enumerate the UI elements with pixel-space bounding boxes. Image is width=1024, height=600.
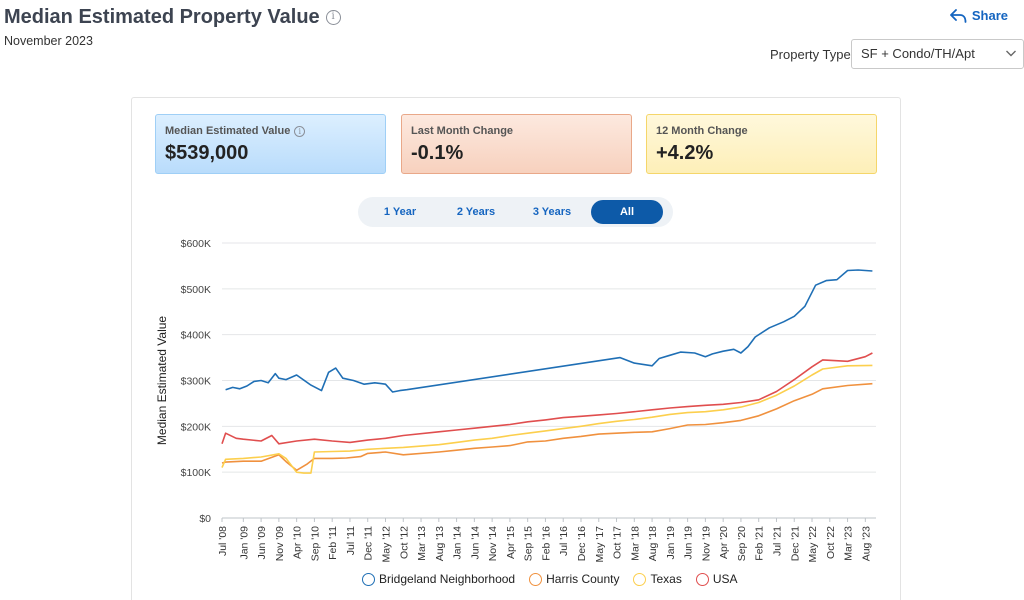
legend-marker [362, 572, 375, 586]
range-1-year-button[interactable]: 1 Year [383, 206, 417, 218]
x-tick-label: Jun '14 [469, 526, 481, 560]
x-tick-label: Jul '08 [217, 526, 229, 556]
x-tick-label: Mar '18 [629, 526, 641, 561]
chart-card: Median Estimated Value i $539,000 Last M… [131, 97, 901, 600]
info-icon[interactable]: i [294, 125, 306, 137]
series-line-bridgeland-neighborhood [225, 269, 873, 393]
x-tick-label: Sep '15 [523, 526, 535, 561]
x-tick-label: Apr '10 [292, 526, 304, 559]
stat-median-value: Median Estimated Value i $539,000 [155, 114, 386, 174]
x-tick-label: Apr '15 [505, 526, 517, 559]
x-tick-label: Jan '19 [665, 526, 677, 560]
x-tick-label: Aug '18 [647, 526, 659, 561]
stat-last-month-change: Last Month Change -0.1% [401, 114, 632, 174]
y-tick-label: $0 [199, 513, 211, 525]
x-tick-label: Oct '12 [398, 526, 410, 559]
legend-marker [695, 572, 709, 586]
stat-label: 12 Month Change [656, 125, 748, 137]
x-tick-label: Dec '16 [576, 526, 588, 561]
legend-item[interactable]: USA [695, 572, 738, 586]
chevron-down-icon [1006, 50, 1016, 57]
legend-item[interactable]: Harris County [529, 572, 619, 586]
x-tick-label: Feb '21 [754, 526, 766, 561]
y-tick-label: $300K [181, 376, 211, 388]
x-tick-label: Dec '21 [789, 526, 801, 561]
x-tick-label: Sep '20 [736, 526, 748, 561]
x-tick-label: Aug '23 [860, 526, 872, 561]
x-tick-label: Jul '16 [558, 526, 570, 556]
x-tick-label: Jul '21 [771, 526, 783, 556]
share-label: Share [971, 8, 1008, 23]
stat-value: $539,000 [165, 142, 249, 164]
x-tick-label: Oct '17 [612, 526, 624, 559]
x-tick-label: May '12 [381, 526, 393, 563]
x-tick-label: Jul '11 [345, 526, 357, 555]
x-tick-label: Aug '13 [434, 526, 446, 561]
range-3-years-button[interactable]: 3 Years [532, 206, 572, 218]
property-type-label: Property Type [770, 47, 851, 62]
stat-12-month-change: 12 Month Change +4.2% [646, 114, 877, 174]
series-line-harris-county [221, 382, 873, 472]
property-type-select[interactable]: SF + Condo/TH/Apt [851, 39, 1024, 69]
x-tick-label: May '22 [807, 526, 819, 563]
stat-label: Last Month Change [411, 125, 514, 137]
x-tick-label: Dec '11 [363, 526, 375, 561]
page-title: Median Estimated Property Value i [4, 6, 341, 29]
legend-label: USA [712, 572, 738, 586]
line-chart: $0 $100K $200K $300K $400K $500K $600K Median E… [155, 238, 876, 563]
range-all-button[interactable]: All [591, 200, 663, 224]
y-tick-label: $100K [181, 467, 211, 479]
legend-item[interactable]: Bridgeland Neighborhood [362, 572, 515, 586]
x-tick-label: Mar '13 [416, 526, 428, 561]
stat-label-text: Median Estimated Value [165, 125, 291, 137]
stat-label: Median Estimated Value i [165, 125, 385, 137]
y-axis-label: Median Estimated Value [155, 316, 169, 446]
x-tick-label: Feb '11 [327, 526, 339, 560]
property-type-value: SF + Condo/TH/Apt [861, 46, 975, 61]
page-title-text: Median Estimated Property Value [4, 6, 320, 28]
page-subtitle: November 2023 [4, 34, 93, 48]
x-tick-label: Oct '22 [825, 526, 837, 559]
x-tick-label: Nov '19 [700, 526, 712, 561]
x-tick-label: Jan '09 [238, 526, 250, 560]
y-tick-label: $500K [181, 284, 211, 296]
legend-label: Texas [650, 572, 682, 586]
share-button[interactable]: Share [949, 8, 1008, 23]
legend-item[interactable]: Texas [633, 572, 682, 586]
x-tick-label: Jan '14 [452, 526, 464, 560]
stat-value: -0.1% [411, 142, 464, 164]
series-line-usa [221, 352, 873, 445]
stat-value: +4.2% [656, 142, 714, 164]
x-tick-label: Jun '19 [683, 526, 695, 560]
x-tick-label: Nov '14 [487, 526, 499, 561]
legend-marker [529, 572, 543, 586]
legend-label: Bridgeland Neighborhood [379, 572, 516, 586]
info-icon[interactable]: i [325, 10, 341, 25]
share-icon [949, 8, 967, 23]
legend-label: Harris County [546, 572, 620, 586]
x-tick-label: Apr '20 [718, 526, 730, 559]
range-2-years-button[interactable]: 2 Years [456, 206, 496, 218]
x-tick-label: Feb '16 [540, 526, 552, 561]
x-tick-label: Nov '09 [274, 526, 286, 561]
x-tick-label: May '17 [594, 526, 606, 563]
x-tick-label: Sep '10 [309, 526, 321, 561]
chart-legend: Bridgeland Neighborhood Harris County Texa… [362, 572, 738, 586]
series-line-texas [221, 364, 873, 474]
y-tick-label: $200K [181, 421, 211, 433]
x-tick-label: Mar '23 [843, 526, 855, 561]
legend-marker [633, 572, 647, 586]
y-tick-label: $400K [181, 330, 211, 342]
x-tick-label: Jun '09 [256, 526, 268, 560]
range-selector: 1 Year 2 Years 3 Years All [358, 197, 673, 227]
y-tick-label: $600K [181, 238, 211, 250]
